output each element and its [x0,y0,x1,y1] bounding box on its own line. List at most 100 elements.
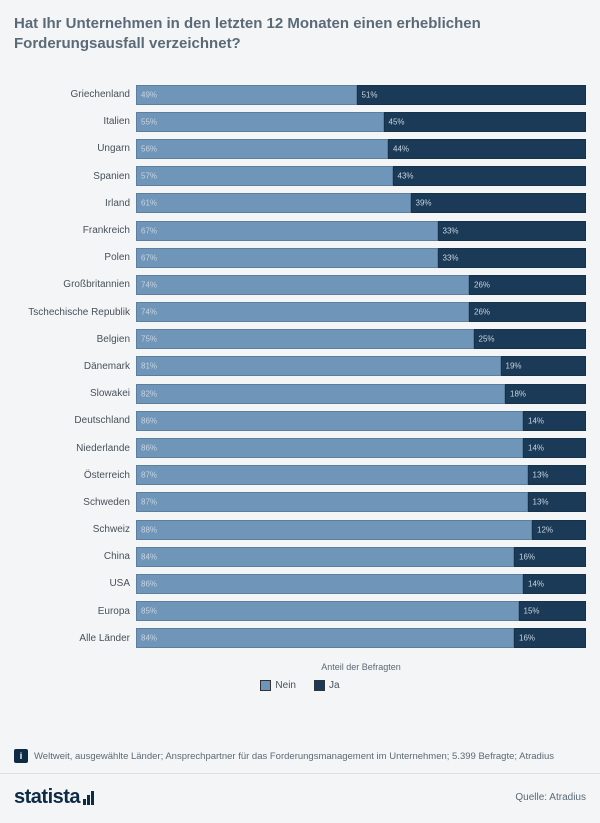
segment-value-nein: 86% [141,444,157,453]
bar-track: 67% 33% [136,248,586,268]
segment-ja: 43% [393,166,587,186]
bar-track: 85% 15% [136,601,586,621]
segment-ja: 45% [384,112,587,132]
segment-value-ja: 33% [443,253,459,262]
segment-value-nein: 67% [141,253,157,262]
segment-value-ja: 13% [533,498,549,507]
category-label: Griechenland [14,89,136,100]
source-label: Quelle: Atradius [515,792,586,803]
segment-value-nein: 81% [141,362,157,371]
table-row: Dänemark 81% 19% [14,353,586,380]
legend-label-nein: Nein [275,680,296,691]
table-row: Polen67%33% [14,244,586,271]
segment-nein: 87% [136,492,528,512]
segment-value-ja: 39% [416,199,432,208]
table-row: Österreich87%13% [14,462,586,489]
segment-ja: 26% [469,302,586,322]
table-row: Tschechische Republik 74% 26% [14,299,586,326]
segment-ja: 33% [438,221,587,241]
legend: Nein Ja [14,672,586,695]
segment-ja: 14% [523,574,586,594]
category-label: Großbritannien [14,279,136,290]
table-row: Belgien75%25% [14,326,586,353]
footnote: i Weltweit, ausgewählte Länder; Ansprech… [0,739,600,774]
segment-nein: 75% [136,329,474,349]
legend-swatch-nein [260,680,271,691]
segment-ja: 39% [411,193,587,213]
segment-value-ja: 12% [537,525,553,534]
table-row: Ungarn56% 44% [14,135,586,162]
category-label: Dänemark [14,361,136,372]
category-label: Spanien [14,171,136,182]
segment-nein: 67% [136,221,438,241]
bar-track: 86% 14% [136,574,586,594]
segment-nein: 86% [136,438,523,458]
segment-ja: 33% [438,248,587,268]
table-row: Niederlande86%14% [14,434,586,461]
segment-nein: 57% [136,166,393,186]
segment-ja: 13% [528,465,587,485]
segment-value-ja: 33% [443,226,459,235]
legend-swatch-ja [314,680,325,691]
logo-bars-icon [83,791,97,805]
segment-nein: 86% [136,574,523,594]
category-label: Deutschland [14,415,136,426]
segment-nein: 84% [136,628,514,648]
bar-track: 61% 39% [136,193,586,213]
table-row: Schweden87%13% [14,489,586,516]
segment-nein: 74% [136,275,469,295]
statista-logo: statista [14,786,97,809]
bar-track: 82%18% [136,384,586,404]
segment-value-nein: 85% [141,607,157,616]
bar-track: 87% 13% [136,492,586,512]
table-row: USA86%14% [14,570,586,597]
segment-value-nein: 84% [141,634,157,643]
segment-ja: 14% [523,411,586,431]
segment-nein: 55% [136,112,384,132]
footer: statista Quelle: Atradius [0,774,600,823]
category-label: Tschechische Republik [14,307,136,318]
segment-ja: 19% [501,356,587,376]
bar-track: 86%14% [136,411,586,431]
segment-nein: 81% [136,356,501,376]
segment-value-nein: 88% [141,525,157,534]
segment-nein: 67% [136,248,438,268]
segment-ja: 26% [469,275,586,295]
category-label: Slowakei [14,388,136,399]
category-label: Österreich [14,470,136,481]
segment-value-nein: 49% [141,90,157,99]
category-label: Alle Länder [14,633,136,644]
table-row: Europa85%15% [14,598,586,625]
bar-track: 86% 14% [136,438,586,458]
segment-ja: 14% [523,438,586,458]
segment-nein: 87% [136,465,528,485]
legend-item-nein: Nein [260,680,296,691]
segment-value-nein: 84% [141,552,157,561]
segment-value-ja: 26% [474,308,490,317]
segment-value-nein: 87% [141,498,157,507]
chart-title: Hat Ihr Unternehmen in den letzten 12 Mo… [0,0,600,57]
segment-nein: 49% [136,85,357,105]
segment-value-nein: 74% [141,308,157,317]
table-row: Griechenland49%51% [14,81,586,108]
segment-value-ja: 14% [528,444,544,453]
bar-track: 55%45% [136,112,586,132]
segment-ja: 15% [519,601,587,621]
segment-value-nein: 86% [141,579,157,588]
segment-value-ja: 16% [519,634,535,643]
table-row: Frankreich67%33% [14,217,586,244]
category-label: Ungarn [14,143,136,154]
category-label: Schweiz [14,524,136,535]
segment-nein: 61% [136,193,411,213]
bar-track: 88% 12% [136,520,586,540]
bars-wrap: Griechenland49%51%Italien55%45%Ungarn56%… [14,81,586,652]
segment-nein: 85% [136,601,519,621]
segment-value-ja: 44% [393,144,409,153]
table-row: Schweiz 88% 12% [14,516,586,543]
segment-nein: 86% [136,411,523,431]
category-label: China [14,551,136,562]
bar-track: 49%51% [136,85,586,105]
segment-value-ja: 25% [479,335,495,344]
segment-nein: 56% [136,139,388,159]
segment-ja: 16% [514,628,586,648]
